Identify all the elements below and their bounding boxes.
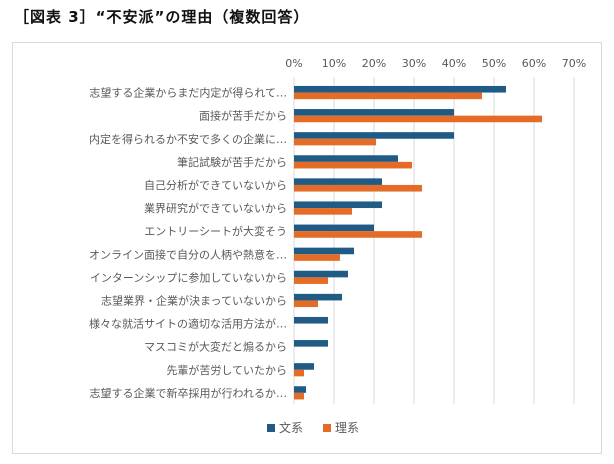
bar-bunkei-5	[294, 201, 382, 209]
x-tick-labels: 0% 10% 20% 30% 40% 50% 60% 70%	[285, 57, 586, 70]
category-label: 内定を得られるか不安で多くの企業に…	[89, 132, 287, 146]
bar-rikei-0	[294, 92, 482, 100]
bar-bunkei-8	[294, 270, 348, 278]
legend-label-0: 文系	[279, 420, 303, 435]
bar-rikei-9	[294, 300, 318, 308]
bar-rikei-8	[294, 277, 328, 284]
bar-bunkei-2	[294, 132, 454, 139]
bar-bunkei-9	[294, 293, 342, 301]
bar-rikei-12	[294, 369, 304, 377]
bar-bunkei-4	[294, 178, 382, 185]
bar-bunkei-13	[294, 386, 306, 393]
bar-bunkei-7	[294, 247, 354, 255]
category-label: 面接が苦手だから	[199, 109, 287, 123]
bar-rikei-3	[294, 161, 412, 169]
x-tick-label: 60%	[522, 57, 546, 70]
bar-rikei-1	[294, 115, 542, 123]
bar-rikei-6	[294, 231, 422, 238]
bar-chart: 0% 10% 20% 30% 40% 50% 60% 70% 志望する企業からまだ内定が得られ…	[89, 57, 586, 435]
x-tick-label: 50%	[482, 57, 506, 70]
legend-swatch-1	[323, 424, 331, 432]
bar-rikei-5	[294, 208, 352, 215]
x-tick-label: 20%	[362, 57, 386, 70]
category-label: マスコミが大変だと煽るから	[144, 340, 287, 354]
x-tick-label: 10%	[322, 57, 346, 70]
bar-bunkei-1	[294, 109, 454, 116]
x-tick-label: 40%	[442, 57, 466, 70]
bar-bunkei-6	[294, 224, 374, 232]
category-label: 筆記試験が苦手だから	[177, 155, 287, 169]
category-label: 先輩が苦労していたから	[166, 363, 287, 377]
figure-title: ［図表 3］“不安派”の理由（複数回答）	[14, 8, 310, 26]
bar-rikei-2	[294, 138, 376, 146]
category-label: 志望する企業で新卒採用が行われるか…	[90, 386, 287, 400]
legend-label-1: 理系	[335, 421, 359, 435]
legend: 文系 理系	[267, 420, 359, 435]
category-label: 様々な就活サイトの適切な活用方法が…	[89, 317, 287, 331]
bar-rikei-4	[294, 184, 422, 192]
x-tick-label: 30%	[402, 57, 426, 70]
bar-bunkei-11	[294, 340, 328, 347]
bar-bunkei-3	[294, 155, 398, 162]
bar-bunkei-12	[294, 363, 314, 370]
category-label: 業界研究ができていないから	[144, 201, 287, 215]
legend-swatch-0	[267, 424, 275, 432]
category-labels: 志望する企業からまだ内定が得られて… 面接が苦手だから内定を得られるか不安で多くの…	[89, 86, 287, 400]
x-tick-label: 70%	[562, 57, 586, 70]
category-label: インターンシップに参加していないから	[90, 270, 287, 284]
category-label: 志望する企業からまだ内定が得られて…	[89, 86, 287, 100]
bar-rikei-13	[294, 392, 304, 400]
bar-bunkei-0	[294, 85, 506, 93]
bars	[294, 85, 542, 400]
category-label: オンライン面接で自分の人柄や熱意を…	[89, 247, 287, 261]
grid-lines	[293, 77, 575, 405]
chart-frame: 0% 10% 20% 30% 40% 50% 60% 70% 志望する企業からまだ内定が得られ…	[12, 42, 602, 454]
bar-bunkei-10	[294, 316, 328, 324]
category-label: 志望業界・企業が決まっていないから	[101, 293, 287, 307]
category-label: エントリーシートが大変そう	[144, 224, 287, 238]
bar-rikei-7	[294, 254, 340, 261]
category-label: 自己分析ができていないから	[144, 178, 287, 192]
x-tick-label: 0%	[285, 57, 302, 70]
